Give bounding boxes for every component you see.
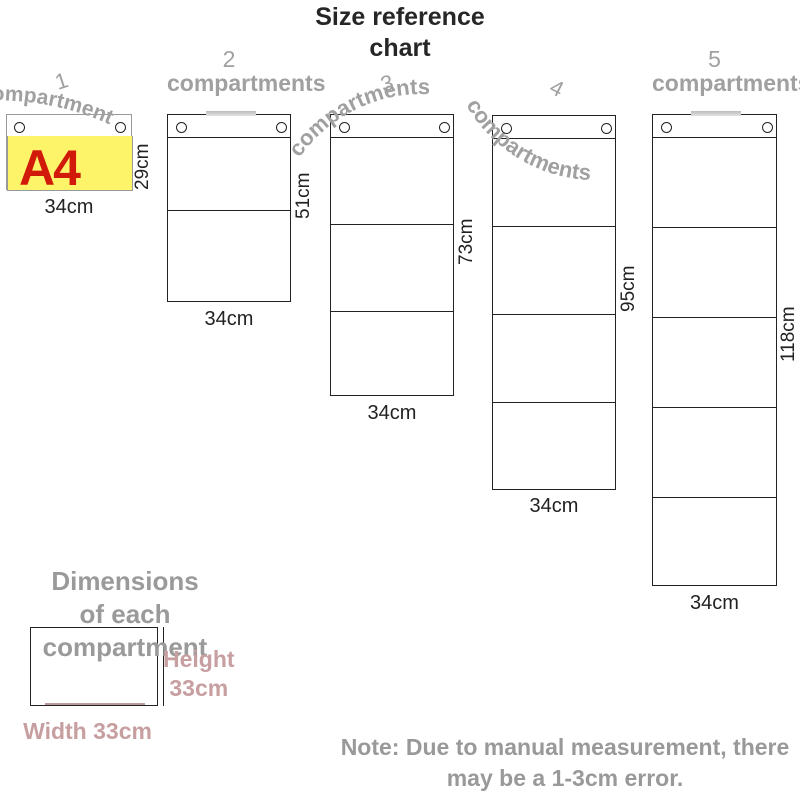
svg-text:compartments: compartments [462, 94, 592, 185]
svg-text:4: 4 [546, 74, 568, 102]
svg-text:compartments: compartments [283, 74, 430, 161]
